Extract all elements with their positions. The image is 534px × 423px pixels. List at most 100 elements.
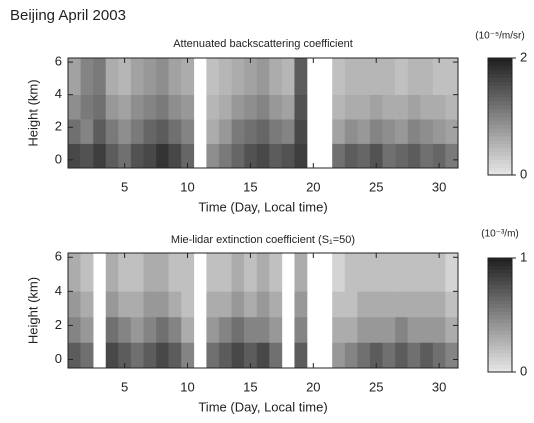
heat-cell	[68, 316, 81, 343]
heat-cell	[80, 58, 94, 95]
colorbar-swatch	[488, 120, 512, 125]
heat-cell	[168, 253, 182, 292]
heat-cell	[420, 143, 434, 169]
heat-cell	[369, 94, 383, 120]
heat-cell	[130, 119, 144, 144]
heat-cell	[80, 291, 94, 318]
heat-cell	[156, 119, 169, 144]
heat-cell	[218, 253, 232, 292]
heat-cell	[332, 58, 346, 95]
colorbar-swatch	[488, 85, 512, 90]
heat-cell	[181, 58, 195, 95]
heat-cell	[231, 94, 245, 120]
heat-cell	[105, 291, 119, 318]
x-tick-label: 30	[432, 179, 446, 194]
colorbar-tick-label: 0	[520, 363, 527, 378]
heat-cell	[369, 316, 383, 343]
heat-cell	[432, 119, 446, 144]
heat-cell	[105, 253, 119, 292]
heat-cell	[93, 119, 107, 144]
heat-cell	[357, 291, 371, 318]
panel-title: Attenuated backscattering coefficient	[173, 38, 353, 50]
colorbar-swatch	[488, 318, 512, 324]
heat-cell	[382, 291, 396, 318]
heat-cell	[156, 342, 169, 369]
heat-cell	[432, 143, 446, 169]
heat-cell	[357, 342, 371, 369]
heat-cell	[143, 119, 157, 144]
heat-cell	[420, 342, 434, 369]
heat-cell	[168, 94, 182, 120]
colorbar-swatch	[488, 269, 512, 274]
heat-cell	[269, 94, 283, 120]
colorbar-swatch	[488, 132, 512, 137]
colorbar-swatch	[488, 97, 512, 102]
heat-cell	[118, 143, 132, 169]
heat-cell	[432, 316, 446, 343]
heat-cell	[105, 143, 119, 169]
heat-cell	[168, 58, 182, 95]
heat-cell	[244, 58, 258, 95]
heat-cell	[93, 143, 107, 169]
heat-cell	[231, 119, 245, 144]
heat-cell	[395, 253, 408, 292]
colorbar-swatch	[488, 112, 512, 117]
heat-cell	[395, 94, 408, 120]
plot-frame	[67, 252, 459, 369]
heat-cell	[344, 94, 358, 120]
heat-cell	[369, 58, 383, 95]
heat-cell	[269, 342, 283, 369]
colorbar-swatch	[488, 171, 512, 176]
y-tick-label: 6	[55, 54, 62, 69]
heat-cell	[156, 316, 169, 343]
heat-cell	[395, 342, 408, 369]
heat-cell	[244, 143, 258, 169]
heat-cell	[130, 58, 144, 95]
heat-cell	[357, 143, 371, 169]
colorbar-swatch	[488, 65, 512, 71]
heat-cell	[432, 94, 446, 120]
x-tick-label: 10	[180, 179, 194, 194]
heat-cell	[281, 58, 295, 95]
colorbar-swatch	[488, 151, 512, 156]
heat-cell	[269, 316, 283, 343]
heat-cell	[130, 94, 144, 120]
heat-cell	[294, 253, 308, 292]
heat-cell	[357, 253, 371, 292]
heat-cell	[281, 94, 295, 120]
colorbar-swatch	[488, 147, 512, 153]
heat-cell	[105, 94, 119, 120]
heat-cell	[382, 342, 396, 369]
colorbar-swatch	[488, 163, 512, 168]
colorbar-swatch	[488, 353, 512, 358]
colorbar-swatch	[488, 280, 512, 286]
heat-cell	[445, 94, 459, 120]
heat-cell	[156, 143, 169, 169]
heat-cell	[420, 119, 434, 144]
heat-cell	[369, 143, 383, 169]
heat-cell	[445, 143, 459, 169]
heat-cell	[218, 94, 232, 120]
colorbar-swatch	[488, 143, 512, 149]
heat-cell	[80, 119, 94, 144]
colorbar-swatch	[488, 341, 512, 346]
heat-cell	[420, 316, 434, 343]
heat-cell	[68, 342, 81, 369]
heat-cell	[218, 119, 232, 144]
heat-cell	[80, 253, 94, 292]
colorbar-swatch	[488, 296, 512, 301]
heat-cell	[118, 253, 132, 292]
heat-cell	[395, 119, 408, 144]
heat-cell	[382, 253, 396, 292]
heat-cell	[206, 94, 220, 120]
y-tick-label: 2	[55, 317, 62, 332]
heat-cell	[231, 143, 245, 169]
heat-cell	[143, 94, 157, 120]
colorbar-swatch	[488, 330, 512, 335]
heat-cell	[294, 342, 308, 369]
heat-cell	[68, 119, 81, 144]
y-tick-label: 0	[55, 351, 62, 366]
heat-cell	[344, 342, 358, 369]
heat-cell	[344, 143, 358, 169]
